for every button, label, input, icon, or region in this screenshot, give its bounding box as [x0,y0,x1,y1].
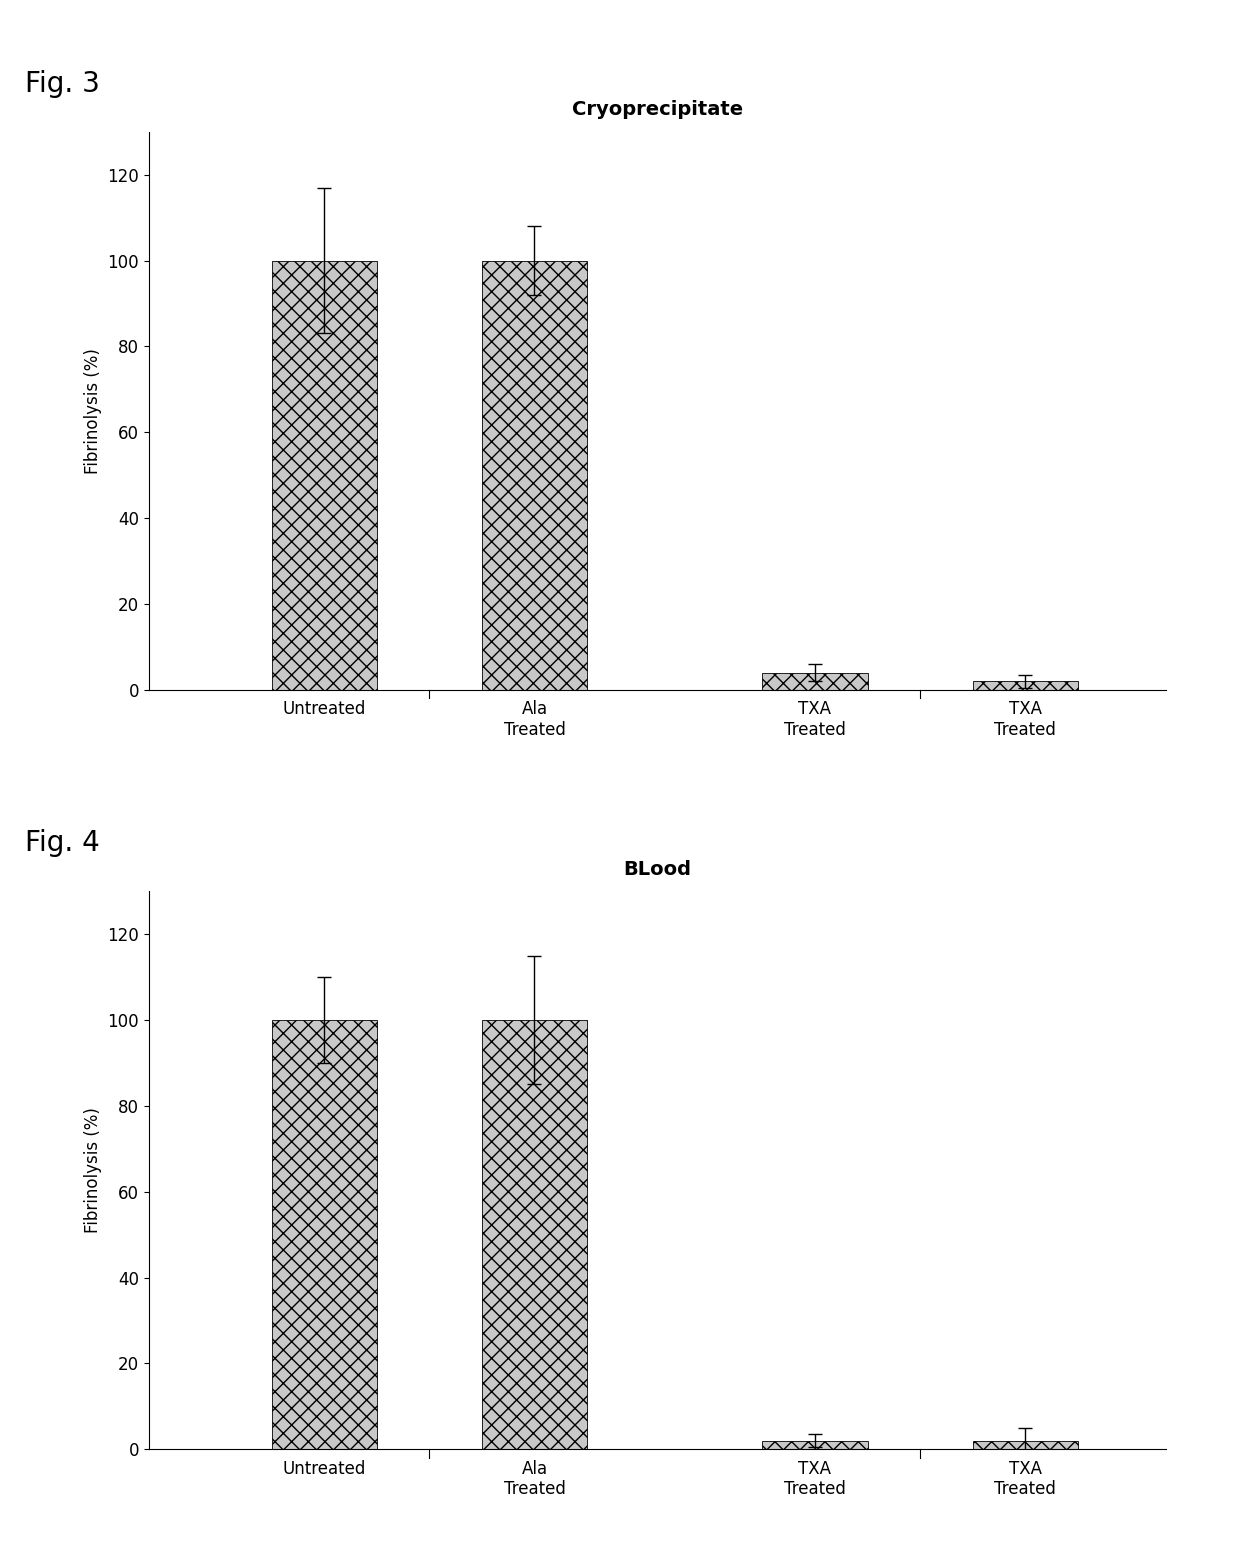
Y-axis label: Fibrinolysis (%): Fibrinolysis (%) [84,1107,102,1234]
Bar [272,260,377,690]
Bar [272,1020,377,1449]
Bar [482,1020,587,1449]
Title: BLood: BLood [624,860,691,879]
Y-axis label: Fibrinolysis (%): Fibrinolysis (%) [84,347,102,474]
Bar [972,680,1078,690]
Text: Fig. 3: Fig. 3 [25,70,99,98]
Text: Fig. 4: Fig. 4 [25,829,99,857]
Bar [482,260,587,690]
Bar [972,1440,1078,1449]
Bar [763,673,868,690]
Title: Cryoprecipitate: Cryoprecipitate [572,101,743,119]
Bar [763,1440,868,1449]
